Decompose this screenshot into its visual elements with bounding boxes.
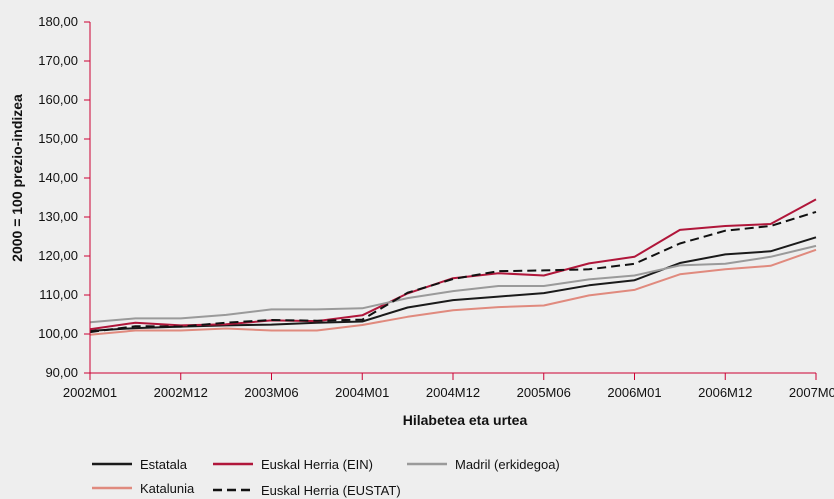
y-tick-label: 120,00: [38, 248, 78, 263]
y-tick-label: 150,00: [38, 131, 78, 146]
y-tick-label: 110,00: [39, 287, 78, 302]
y-tick-label: 140,00: [38, 170, 78, 185]
x-tick-label: 2004M01: [335, 385, 389, 400]
x-tick-label: 2002M12: [154, 385, 208, 400]
series-line-2: [89, 244, 817, 324]
legend-label-2: Madril (erkidegoa): [455, 457, 560, 472]
y-tick-label: 180,00: [38, 14, 78, 29]
y-tick-label: 160,00: [38, 92, 78, 107]
legend-label-3: Katalunia: [140, 481, 195, 496]
legend: Estatala Euskal Herria (EIN) Madril (erkid…: [92, 457, 560, 498]
y-tick-label: 90,00: [45, 365, 78, 380]
x-tick-label: 2003M06: [244, 385, 298, 400]
x-axis-title: Hilabetea eta urtea: [403, 412, 528, 428]
x-tick-label: 2002M01: [63, 385, 117, 400]
series-line-3: [89, 248, 817, 336]
series-line-4: [89, 210, 817, 334]
x-tick-label: 2004M12: [426, 385, 480, 400]
axes: 90,00 100,00 110,00 120,00 130,00 140,00 150,0…: [38, 14, 834, 400]
x-tick-label: 2006M01: [607, 385, 661, 400]
x-tick-label: 2005M06: [517, 385, 571, 400]
y-tick-label: 170,00: [38, 53, 78, 68]
series-line-0: [89, 236, 817, 332]
series-group: [89, 198, 817, 336]
y-axis-title: 2000 = 100 prezio-indizea: [9, 94, 25, 262]
y-tick-label: 100,00: [38, 326, 78, 341]
x-tick-label: 2007M06: [789, 385, 834, 400]
legend-label-0: Estatala: [140, 457, 188, 472]
series-line-1: [89, 198, 817, 331]
x-tick-label: 2006M12: [698, 385, 752, 400]
legend-label-4: Euskal Herria (EUSTAT): [261, 483, 401, 498]
legend-label-1: Euskal Herria (EIN): [261, 457, 373, 472]
y-tick-label: 130,00: [38, 209, 78, 224]
